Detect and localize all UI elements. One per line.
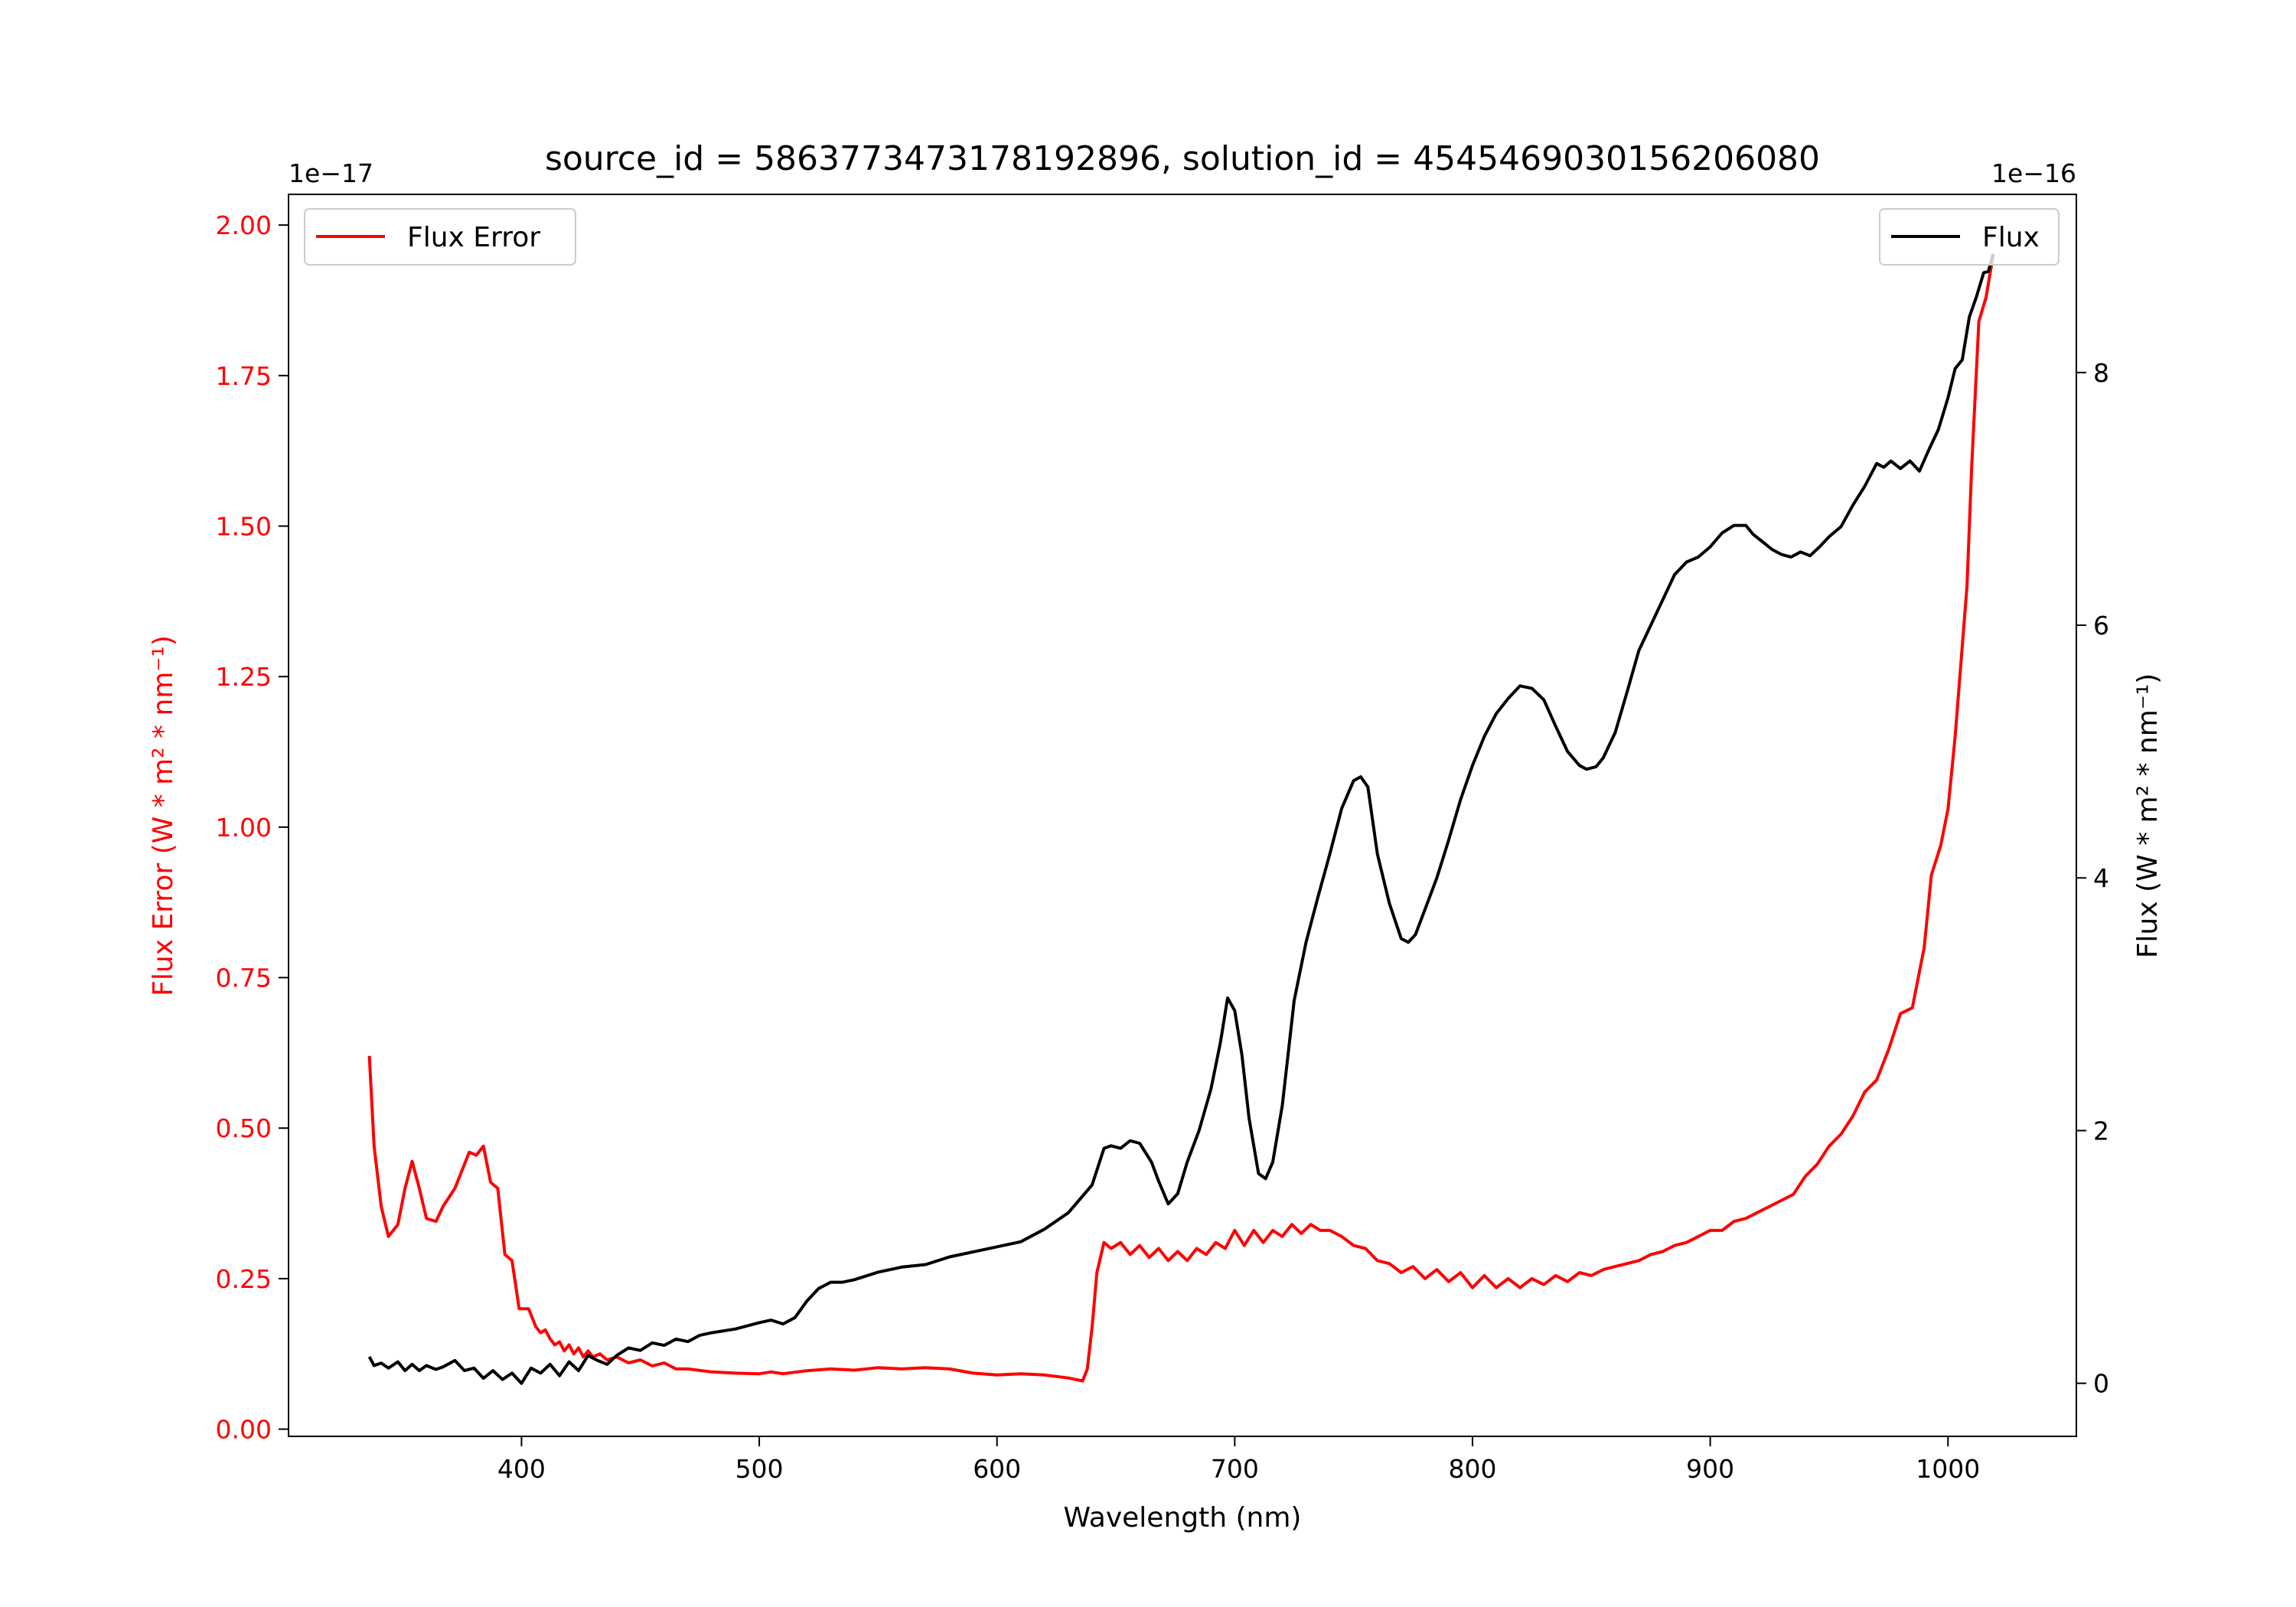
x-axis-label: Wavelength (nm) <box>1064 1502 1302 1534</box>
right-tick-label: 8 <box>2093 358 2109 388</box>
series-line-flux-error <box>367 255 1995 1383</box>
right-tick-label: 4 <box>2093 863 2109 893</box>
chart-title: source_id = 5863773473178192896, solutio… <box>545 139 1820 178</box>
x-tick-label: 700 <box>1211 1454 1259 1484</box>
right-y-axis: 0 2 4 6 8 <box>2076 358 2109 1399</box>
left-tick-label: 0.00 <box>216 1415 272 1445</box>
right-tick-label: 2 <box>2093 1116 2109 1146</box>
left-tick-label: 1.00 <box>216 813 272 843</box>
x-tick-label: 600 <box>973 1454 1021 1484</box>
legend-flux-label: Flux <box>1982 222 2040 253</box>
plot-lines <box>367 253 1995 1385</box>
left-tick-label: 0.50 <box>216 1113 272 1143</box>
right-y-axis-label: Flux (W * m² * nm⁻¹) <box>2132 673 2164 959</box>
legend-flux-error-label: Flux Error <box>407 222 540 253</box>
x-tick-label: 800 <box>1448 1454 1496 1484</box>
x-tick-label: 1000 <box>1916 1454 1980 1484</box>
x-tick-label: 500 <box>735 1454 784 1484</box>
x-axis: 400 500 600 700 800 900 1000 <box>497 1436 1980 1484</box>
legend-flux-error: Flux Error <box>304 208 576 266</box>
left-tick-label: 0.75 <box>216 963 272 993</box>
right-offset-text: 1e−16 <box>1991 158 2076 188</box>
left-y-axis-label: Flux Error (W * m² * nm⁻¹) <box>148 635 179 996</box>
left-tick-label: 2.00 <box>216 210 272 240</box>
left-tick-label: 1.75 <box>216 361 272 391</box>
left-tick-label: 0.25 <box>216 1264 272 1294</box>
left-tick-label: 1.50 <box>216 511 272 541</box>
axes-frame <box>288 194 2077 1437</box>
left-offset-text: 1e−17 <box>289 158 373 188</box>
left-y-axis: 0.00 0.25 0.50 0.75 1.00 1.25 1.50 1.75 2.00 <box>216 210 289 1445</box>
right-tick-label: 6 <box>2093 611 2109 641</box>
x-tick-label: 400 <box>497 1454 546 1484</box>
series-line-flux <box>367 253 1995 1385</box>
x-tick-label: 900 <box>1686 1454 1734 1484</box>
right-tick-label: 0 <box>2093 1369 2109 1399</box>
legend-flux: Flux <box>1879 208 2060 266</box>
left-tick-label: 1.25 <box>216 662 272 692</box>
